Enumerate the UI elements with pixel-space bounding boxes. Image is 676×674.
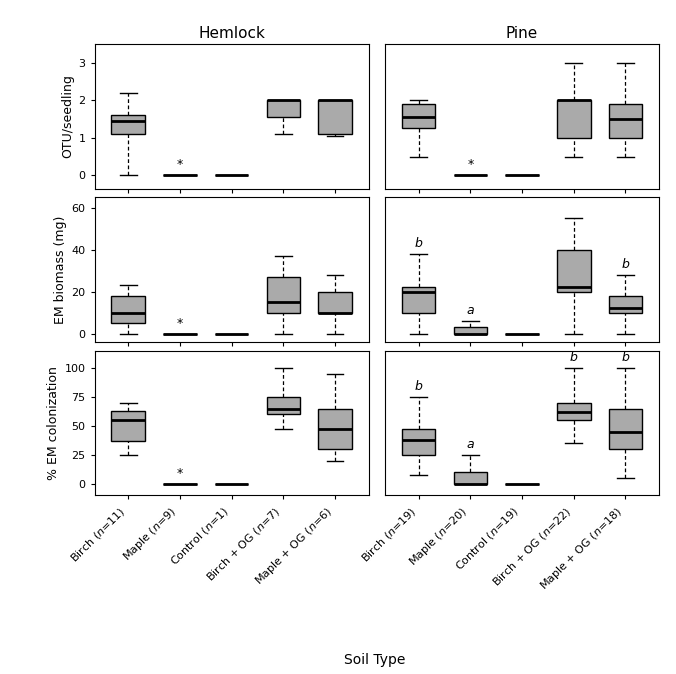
Text: *: * [177, 467, 183, 480]
Bar [557, 403, 591, 420]
Text: b: b [621, 257, 629, 271]
Bar [112, 115, 145, 134]
Text: a: a [466, 304, 474, 317]
Bar [112, 411, 145, 441]
Text: *: * [467, 158, 473, 171]
Bar [266, 100, 300, 117]
Text: b: b [415, 380, 422, 393]
Y-axis label: % EM colonization: % EM colonization [47, 366, 60, 480]
Bar [454, 328, 487, 334]
Bar [266, 277, 300, 313]
Bar [318, 292, 352, 313]
Bar [557, 100, 591, 137]
Text: a: a [466, 438, 474, 451]
Text: *: * [177, 317, 183, 330]
Text: Soil Type: Soil Type [345, 653, 406, 667]
Text: *: * [177, 158, 183, 171]
Bar [402, 104, 435, 128]
Title: Pine: Pine [506, 26, 538, 41]
Bar [557, 249, 591, 292]
Bar [266, 397, 300, 415]
Bar [112, 296, 145, 323]
Text: b: b [570, 351, 578, 364]
Bar [608, 104, 642, 137]
Y-axis label: EM biomass (mg): EM biomass (mg) [54, 216, 68, 324]
Bar [318, 100, 352, 134]
Bar [402, 287, 435, 313]
Bar [608, 296, 642, 313]
Title: Hemlock: Hemlock [198, 26, 265, 41]
Bar [402, 429, 435, 455]
Text: b: b [415, 237, 422, 250]
Text: b: b [621, 351, 629, 364]
Bar [318, 408, 352, 449]
Y-axis label: OTU/seedling: OTU/seedling [62, 74, 74, 158]
Bar [608, 408, 642, 449]
Bar [454, 472, 487, 484]
